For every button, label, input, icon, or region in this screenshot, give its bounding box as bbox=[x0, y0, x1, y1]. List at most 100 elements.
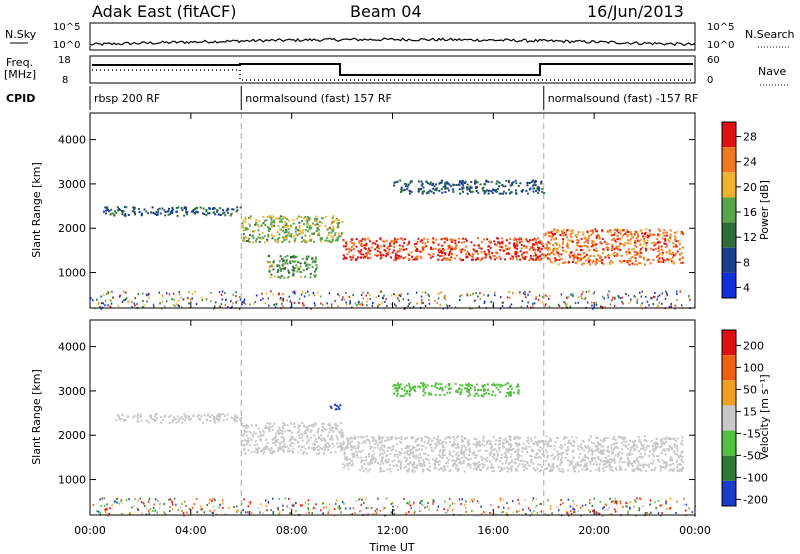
data-pixel bbox=[448, 452, 451, 455]
data-pixel bbox=[609, 259, 612, 262]
y-tick-label: 1000 bbox=[58, 267, 86, 280]
data-pixel bbox=[404, 437, 406, 440]
data-pixel bbox=[414, 510, 416, 513]
data-pixel bbox=[655, 442, 658, 445]
data-pixel bbox=[148, 509, 150, 512]
data-pixel bbox=[430, 447, 433, 449]
data-pixel bbox=[637, 467, 640, 470]
data-pixel bbox=[536, 444, 539, 447]
data-pixel bbox=[595, 303, 598, 306]
data-pixel bbox=[352, 456, 355, 459]
data-pixel bbox=[125, 499, 128, 501]
data-pixel bbox=[409, 452, 412, 455]
data-pixel bbox=[267, 501, 270, 504]
data-pixel bbox=[678, 456, 680, 459]
data-pixel bbox=[184, 415, 187, 418]
data-pixel bbox=[387, 446, 390, 449]
data-pixel bbox=[555, 258, 558, 261]
data-pixel bbox=[279, 298, 281, 301]
data-pixel bbox=[173, 298, 175, 301]
data-pixel bbox=[463, 444, 466, 447]
data-pixel bbox=[645, 228, 648, 231]
data-pixel bbox=[277, 433, 280, 435]
data-pixel bbox=[368, 462, 371, 465]
data-pixel bbox=[627, 239, 629, 242]
data-pixel bbox=[360, 461, 363, 464]
data-pixel bbox=[449, 454, 452, 457]
data-pixel bbox=[331, 438, 334, 441]
data-pixel bbox=[405, 457, 408, 460]
data-pixel bbox=[466, 250, 469, 253]
x-axis-ticks: 00:00 04:00 08:00 12:00 16:00 20:00 00:00 bbox=[74, 113, 711, 537]
data-pixel bbox=[322, 502, 325, 504]
data-pixel bbox=[648, 450, 651, 453]
data-pixel bbox=[201, 296, 203, 299]
data-pixel bbox=[642, 505, 644, 507]
data-pixel bbox=[308, 445, 311, 448]
data-pixel bbox=[678, 253, 681, 256]
data-pixel bbox=[328, 427, 331, 430]
data-pixel bbox=[570, 251, 573, 254]
data-pixel bbox=[362, 297, 364, 300]
data-pixel bbox=[329, 241, 332, 244]
data-pixel bbox=[670, 260, 673, 263]
data-pixel bbox=[570, 510, 572, 512]
data-pixel bbox=[648, 229, 651, 232]
data-pixel bbox=[525, 447, 528, 450]
data-pixel bbox=[459, 192, 462, 195]
data-pixel bbox=[133, 211, 136, 214]
data-pixel bbox=[527, 439, 530, 442]
data-pixel bbox=[350, 246, 353, 249]
data-pixel bbox=[267, 426, 270, 429]
data-pixel bbox=[644, 295, 647, 298]
data-pixel bbox=[195, 303, 198, 305]
data-pixel bbox=[475, 438, 478, 441]
colorbar-tick-label: 28 bbox=[743, 131, 757, 144]
data-pixel bbox=[243, 300, 245, 303]
data-pixel bbox=[567, 469, 570, 472]
data-pixel bbox=[617, 248, 620, 251]
data-pixel bbox=[435, 187, 438, 190]
data-pixel bbox=[639, 255, 642, 258]
data-pixel bbox=[634, 239, 637, 242]
data-pixel bbox=[449, 258, 451, 261]
data-pixel bbox=[324, 239, 327, 242]
data-pixel bbox=[622, 438, 625, 440]
data-pixel bbox=[547, 442, 550, 444]
data-pixel bbox=[520, 305, 523, 308]
data-pixel bbox=[673, 444, 676, 447]
data-pixel bbox=[398, 299, 400, 302]
data-pixel bbox=[97, 303, 100, 306]
data-pixel bbox=[461, 248, 464, 251]
data-pixel bbox=[598, 469, 601, 472]
data-pixel bbox=[357, 444, 360, 447]
data-pixel bbox=[285, 238, 288, 241]
data-pixel bbox=[400, 463, 402, 466]
data-pixel bbox=[269, 276, 272, 279]
data-pixel bbox=[557, 230, 560, 233]
data-pixel bbox=[650, 247, 653, 250]
data-pixel bbox=[681, 443, 684, 446]
data-pixel bbox=[483, 389, 486, 392]
data-pixel bbox=[445, 511, 447, 514]
data-pixel bbox=[331, 217, 334, 220]
data-pixel bbox=[221, 290, 224, 293]
data-pixel bbox=[522, 257, 525, 259]
data-pixel bbox=[294, 260, 297, 263]
data-pixel bbox=[579, 464, 582, 466]
data-pixel bbox=[446, 257, 449, 260]
data-pixel bbox=[421, 239, 423, 242]
data-pixel bbox=[638, 507, 641, 510]
data-pixel bbox=[302, 269, 305, 272]
data-pixel bbox=[272, 497, 274, 500]
nsearch-tick-bottom: 10^0 bbox=[707, 40, 734, 51]
data-pixel bbox=[205, 298, 208, 301]
data-pixel bbox=[629, 449, 632, 452]
data-pixel bbox=[261, 231, 264, 234]
data-pixel bbox=[223, 415, 226, 417]
data-pixel bbox=[548, 242, 551, 245]
data-pixel bbox=[647, 445, 650, 448]
data-pixel bbox=[212, 498, 215, 500]
data-pixel bbox=[543, 455, 545, 458]
data-pixel bbox=[444, 500, 446, 503]
